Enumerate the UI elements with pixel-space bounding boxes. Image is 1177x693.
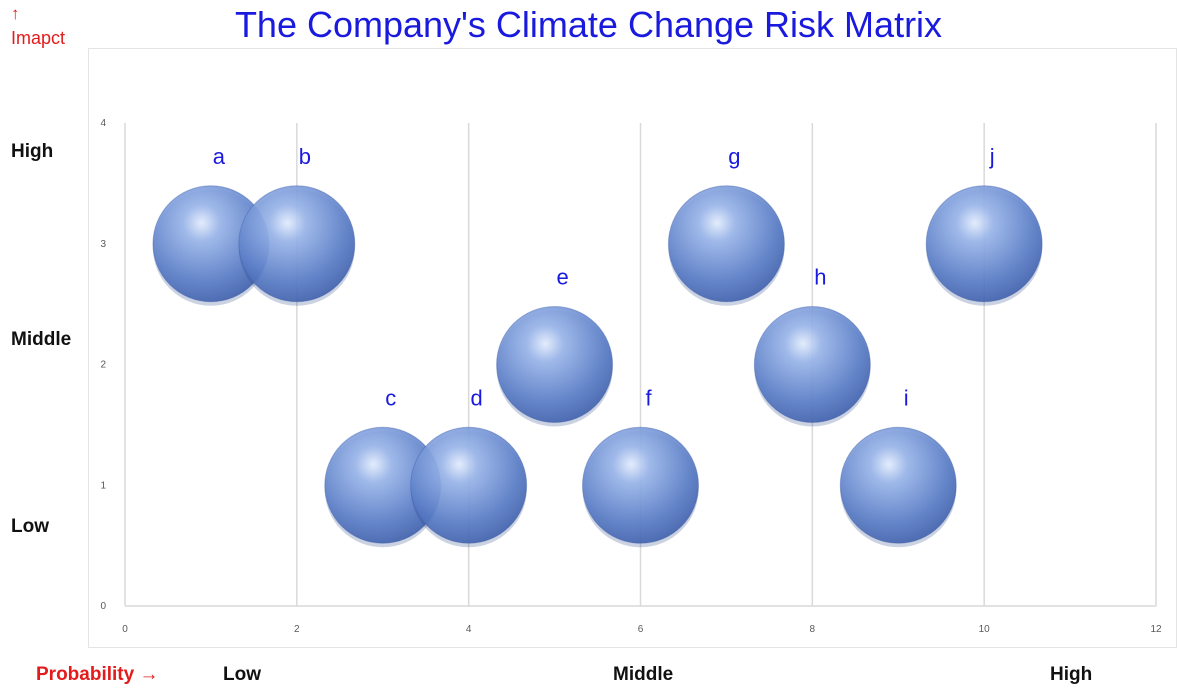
chart-area <box>88 48 1177 648</box>
y-tick-label: 1 <box>100 480 106 491</box>
point-label: h <box>814 265 826 290</box>
point-label: c <box>385 385 396 410</box>
point-label: g <box>728 144 740 169</box>
up-arrow-icon: ↑ <box>11 4 20 23</box>
bubble-point <box>582 426 699 544</box>
bubble-point <box>753 306 871 423</box>
y-category-low: Low <box>11 516 49 537</box>
chart-title: The Company's Climate Change Risk Matrix <box>234 4 943 45</box>
point-label: f <box>645 385 652 410</box>
bubble-j: j <box>925 144 1043 306</box>
x-tick-label: 12 <box>1150 624 1162 635</box>
x-tick-label: 8 <box>810 624 816 635</box>
point-label: d <box>471 385 483 410</box>
x-category-middle: Middle <box>613 664 674 685</box>
y-category-middle: Middle <box>11 329 72 350</box>
bubble-a: a <box>152 144 270 306</box>
x-tick-label: 2 <box>294 624 300 635</box>
bubble-i: i <box>839 385 957 548</box>
y-tick-label: 4 <box>100 118 106 129</box>
bubble-d: d <box>410 385 528 548</box>
y-axis-label: Imapct <box>11 28 66 48</box>
point-label: j <box>989 144 995 169</box>
bubble-point <box>667 185 785 303</box>
point-label: e <box>556 265 568 290</box>
y-tick-label: 3 <box>100 239 106 250</box>
x-axis-label: Probability → <box>36 664 159 685</box>
bubble-point <box>925 185 1043 303</box>
bubble-e: e <box>496 265 614 427</box>
bubble-h: h <box>753 265 871 427</box>
point-label: b <box>299 144 311 169</box>
y-tick-label: 0 <box>100 601 106 612</box>
point-label: i <box>904 385 909 410</box>
y-category-high: High <box>11 141 54 162</box>
x-tick-label: 0 <box>122 624 128 635</box>
x-tick-label: 4 <box>466 624 472 635</box>
bubble-point <box>410 426 528 544</box>
bubble-g: g <box>667 144 785 306</box>
bubble-b: b <box>238 144 356 306</box>
bubble-point <box>238 185 356 303</box>
point-label: a <box>213 144 226 169</box>
bubble-point <box>839 426 957 544</box>
bubble-point <box>496 306 614 423</box>
x-category-low: Low <box>223 664 261 685</box>
bubble-f: f <box>582 385 699 548</box>
x-tick-label: 6 <box>638 624 644 635</box>
y-tick-label: 2 <box>100 360 106 371</box>
x-category-high: High <box>1050 664 1093 685</box>
x-tick-label: 10 <box>979 624 991 635</box>
